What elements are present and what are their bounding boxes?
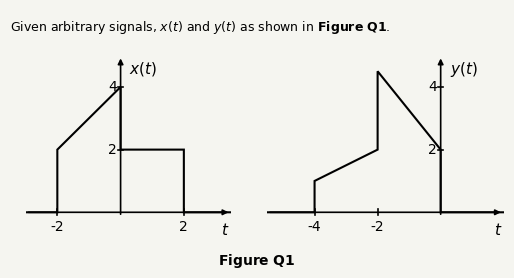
Text: $y(t)$: $y(t)$ bbox=[450, 60, 478, 79]
Text: -2: -2 bbox=[50, 220, 64, 234]
Text: 4: 4 bbox=[428, 80, 437, 94]
Text: 4: 4 bbox=[108, 80, 117, 94]
Text: $\bf{Figure\ Q1}$: $\bf{Figure\ Q1}$ bbox=[218, 252, 296, 270]
Text: 2: 2 bbox=[428, 143, 437, 157]
Text: -2: -2 bbox=[371, 220, 384, 234]
Text: $t$: $t$ bbox=[221, 222, 230, 238]
Text: -4: -4 bbox=[308, 220, 321, 234]
Text: 2: 2 bbox=[108, 143, 117, 157]
Text: 2: 2 bbox=[179, 220, 188, 234]
Text: $x(t)$: $x(t)$ bbox=[129, 60, 157, 78]
Text: $t$: $t$ bbox=[493, 222, 502, 238]
Text: Given arbitrary signals, $x(t)$ and $y(t)$ as shown in $\bf{Figure\ Q1}$.: Given arbitrary signals, $x(t)$ and $y(t… bbox=[10, 19, 391, 36]
